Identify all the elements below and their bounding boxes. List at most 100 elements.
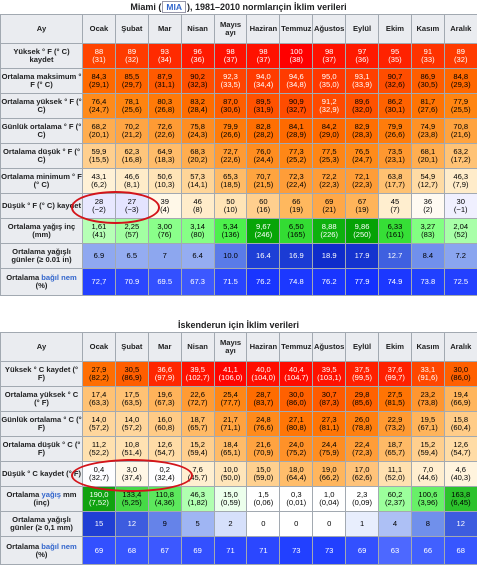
table-row: Ortalama yağış inç (mm)1,61 (41)2,25 (57… [1, 219, 477, 244]
data-cell: 30,0 (86,0) [280, 387, 313, 412]
data-cell: 39,5 (102,7) [181, 362, 214, 387]
month-header: Haziran [247, 333, 280, 362]
data-cell: 73 [313, 537, 346, 565]
data-cell: 30,7 (87,3) [313, 387, 346, 412]
data-cell: 12.7 [379, 244, 412, 269]
row-label: Ortalama yüksek ° F (° C) [1, 94, 83, 119]
month-header: Aralık [444, 333, 477, 362]
data-cell: 2,3 (0,09) [346, 487, 379, 512]
data-cell: 15 [83, 512, 116, 537]
row-label: Ortalama yağışlı günler (≥ 0,1 mm) [1, 512, 83, 537]
data-cell: 72,2 (22,3) [313, 169, 346, 194]
data-cell: 87,9 (31,1) [148, 69, 181, 94]
data-cell: 67 [148, 537, 181, 565]
data-cell: 46,3 (7,9) [444, 169, 477, 194]
header-month-label: Ay [1, 15, 83, 44]
data-cell: 11,2 (52,2) [83, 437, 116, 462]
row-label-text: (%) [36, 281, 48, 290]
data-cell: 22,4 (72,3) [346, 437, 379, 462]
data-cell: 8,88 (226) [313, 219, 346, 244]
data-cell: 86,9 (30,5) [411, 69, 444, 94]
data-cell: 84,3 (29,1) [83, 69, 116, 94]
data-cell: 12 [115, 512, 148, 537]
data-cell: 90,9 (32,7) [280, 94, 313, 119]
mia-code-link[interactable]: MIA [162, 1, 186, 13]
data-cell: 81,7 (27,6) [411, 94, 444, 119]
data-cell: 76.2 [313, 269, 346, 296]
data-cell: 30 (−1) [444, 194, 477, 219]
data-cell: 12,6 (54,7) [148, 437, 181, 462]
data-cell: 21,7 (71,1) [214, 412, 247, 437]
data-cell: 6.5 [115, 244, 148, 269]
data-cell: 77.9 [346, 269, 379, 296]
data-cell: 46 (8) [181, 194, 214, 219]
iskenderun-caption: İskenderun için İklim verileri [0, 318, 477, 332]
data-cell: 12 [444, 512, 477, 537]
data-cell: 30,0 (86,0) [444, 362, 477, 387]
data-cell: 11,1 (52,0) [379, 462, 412, 487]
data-cell: 97 (36) [346, 44, 379, 69]
miami-caption-suffix: ), 1981–2010 normlarıçin İklim verileri [187, 2, 347, 12]
data-cell: 43,1 (6,2) [83, 169, 116, 194]
iskenderun-caption-text: İskenderun için İklim verileri [178, 320, 299, 330]
month-header: Nisan [181, 15, 214, 44]
table-row: Ortalama yüksek ° C (° F)17,4 (63,3)17,5… [1, 387, 477, 412]
table-row: Ortalama düşük ° F (° C)59,9 (15,5)62,3 … [1, 144, 477, 169]
data-cell: 19,4 (66,9) [444, 387, 477, 412]
data-cell: 68 [115, 537, 148, 565]
data-cell: 6,50 (165) [280, 219, 313, 244]
data-cell: 83,2 (28,4) [181, 94, 214, 119]
month-header: Ağustos [313, 15, 346, 44]
data-cell: 29,8 (85,6) [346, 387, 379, 412]
data-cell: 92,3 (33,5) [214, 69, 247, 94]
data-cell: 1,0 (0,04) [313, 487, 346, 512]
data-cell: 46,6 (8,1) [115, 169, 148, 194]
data-cell: 69 [83, 537, 116, 565]
data-cell: 63 [379, 537, 412, 565]
data-cell: 14,0 (57,2) [115, 412, 148, 437]
data-cell: 91,2 (32,9) [313, 94, 346, 119]
table-row: Günlük ortalama ° C (° F)14,0 (57,2)14,0… [1, 412, 477, 437]
data-cell: 17,4 (63,3) [83, 387, 116, 412]
data-cell: 1,61 (41) [83, 219, 116, 244]
data-cell: 50 (10) [214, 194, 247, 219]
table-row: Ortalama yağış mm (inç)190,0 (7,52)133,4… [1, 487, 477, 512]
data-cell: 72,7 (22,6) [214, 144, 247, 169]
table-row: Ortalama maksimum ° F (° C)84,3 (29,1)85… [1, 69, 477, 94]
data-cell: 33,1 (91,6) [411, 362, 444, 387]
data-cell: 50,6 (10,3) [148, 169, 181, 194]
data-cell: 4,6 (40,3) [444, 462, 477, 487]
data-cell: 74.9 [379, 269, 412, 296]
data-cell: 18.9 [313, 244, 346, 269]
data-cell: 87,0 (30,6) [214, 94, 247, 119]
data-cell: 73,5 (23,1) [379, 144, 412, 169]
data-cell: 77,9 (25,5) [444, 94, 477, 119]
data-cell: 57,3 (14,1) [181, 169, 214, 194]
data-cell: 110,8 (4,36) [148, 487, 181, 512]
data-cell: 79,9 (26,6) [379, 119, 412, 144]
data-cell: 90,7 (32,6) [379, 69, 412, 94]
row-label: Yüksek ° C kaydet (° F) [1, 362, 83, 387]
data-cell: 6.9 [83, 244, 116, 269]
data-cell: 69.5 [148, 269, 181, 296]
data-cell: 100 (38) [280, 44, 313, 69]
month-header: Mar [148, 15, 181, 44]
month-header: Haziran [247, 15, 280, 44]
data-cell: 77,3 (25,2) [280, 144, 313, 169]
row-label: Ortalama yağış mm (inç) [1, 487, 83, 512]
data-cell: 98 (37) [247, 44, 280, 69]
data-cell: 77,5 (25,3) [313, 144, 346, 169]
row-label-text: (%) [36, 550, 48, 559]
data-cell: 100,6 (3,96) [411, 487, 444, 512]
data-cell: 17.9 [346, 244, 379, 269]
data-cell: 27,5 (81,5) [379, 387, 412, 412]
data-cell: 72,7 [83, 269, 116, 296]
data-cell: 72,1 (22,3) [346, 169, 379, 194]
data-cell: 5,34 (136) [214, 219, 247, 244]
data-cell: 14,0 (57,2) [83, 412, 116, 437]
